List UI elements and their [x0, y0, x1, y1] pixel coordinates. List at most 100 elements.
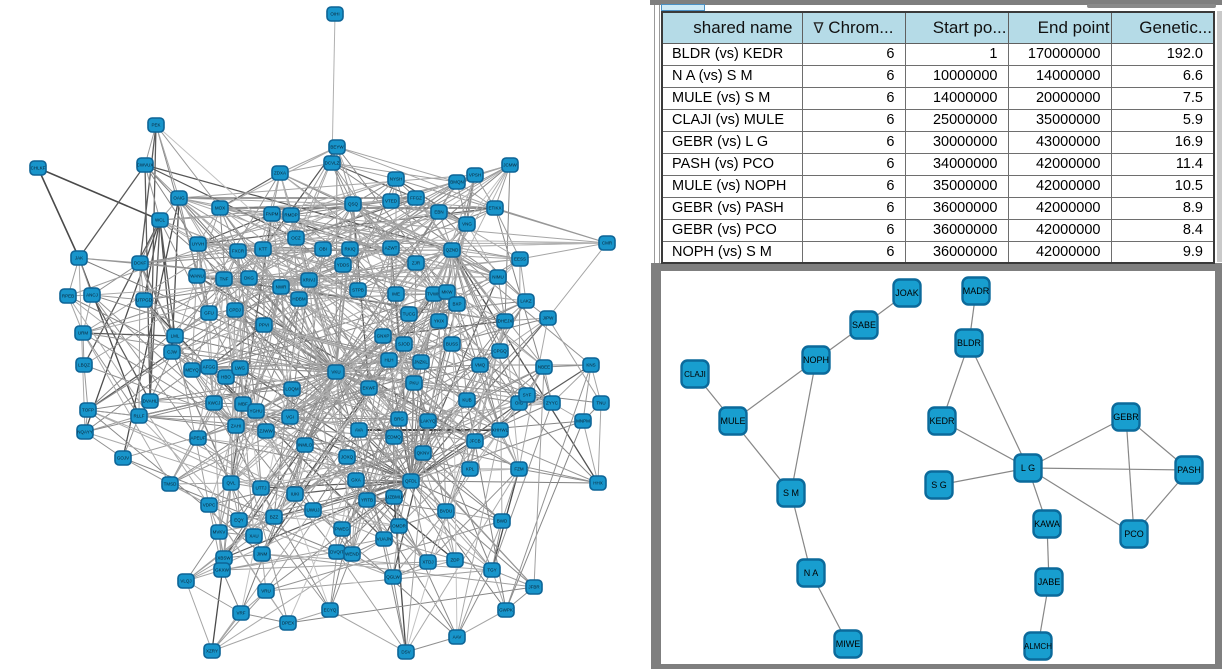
svg-text:XWCJ: XWCJ — [208, 401, 221, 406]
svg-text:RLLF: RLLF — [133, 414, 144, 419]
svg-text:BUSS: BUSS — [446, 342, 458, 347]
svg-text:CMR: CMR — [602, 241, 613, 246]
svg-text:BEYW: BEYW — [330, 145, 344, 150]
svg-text:UTTJ: UTTJ — [256, 486, 267, 491]
svg-text:KEDR: KEDR — [929, 416, 955, 426]
svg-text:TNU: TNU — [596, 401, 605, 406]
svg-text:BVDU: BVDU — [440, 509, 453, 514]
svg-text:VLQJ: VLQJ — [180, 579, 191, 584]
svg-text:GWPK: GWPK — [499, 608, 513, 613]
svg-text:BWD: BWD — [497, 519, 508, 524]
svg-text:L G: L G — [1021, 463, 1035, 473]
svg-text:BMQN: BMQN — [450, 180, 464, 185]
svg-text:DHEJX: DHEJX — [498, 319, 513, 324]
svg-text:MOX: MOX — [215, 206, 225, 211]
svg-text:SYF: SYF — [523, 393, 532, 398]
svg-text:LAKYQ: LAKYQ — [420, 419, 436, 424]
svg-text:AVA: AVA — [355, 428, 363, 433]
svg-text:JFCB: JFCB — [469, 439, 480, 444]
svg-text:ZDP: ZDP — [451, 558, 460, 563]
svg-text:KUB: KUB — [462, 398, 471, 403]
svg-text:QSQ: QSQ — [348, 202, 359, 207]
svg-text:GXA: GXA — [351, 478, 361, 483]
svg-text:MVKV: MVKV — [213, 530, 226, 535]
svg-text:TNF: TNF — [220, 277, 229, 282]
svg-text:RMDP: RMDP — [284, 213, 297, 218]
svg-text:GOJV: GOJV — [117, 456, 129, 461]
svg-text:S M: S M — [783, 488, 799, 498]
svg-text:TUCG: TUCG — [403, 312, 416, 317]
svg-text:DKG: DKG — [244, 276, 254, 281]
svg-text:VRU: VRU — [261, 589, 271, 594]
svg-text:INMLO: INMLO — [298, 443, 313, 448]
svg-text:APEUF: APEUF — [190, 436, 205, 441]
svg-text:N A: N A — [804, 568, 819, 578]
svg-text:AZWT: AZWT — [385, 246, 398, 251]
svg-text:DPEX: DPEX — [282, 621, 294, 626]
svg-text:VPSH: VPSH — [469, 173, 481, 178]
svg-text:QGLW: QGLW — [386, 575, 400, 580]
svg-text:KPL: KPL — [466, 467, 475, 472]
svg-text:FXCR: FXCR — [232, 249, 245, 254]
svg-text:RKIQ: RKIQ — [344, 247, 356, 252]
svg-text:ZYYC: ZYYC — [546, 401, 559, 406]
svg-text:EESS: EESS — [514, 257, 526, 262]
svg-text:JOAK: JOAK — [895, 288, 919, 298]
svg-text:CJW: CJW — [167, 350, 177, 355]
svg-text:DSV: DSV — [401, 650, 410, 655]
svg-text:SJOD: SJOD — [398, 342, 411, 347]
svg-text:OAIG: OAIG — [173, 196, 185, 201]
svg-text:ALMCH: ALMCH — [1024, 642, 1052, 651]
svg-text:WCL: WCL — [155, 218, 165, 223]
svg-text:UZBMU: UZBMU — [386, 495, 402, 500]
svg-text:QKNV: QKNV — [417, 451, 430, 456]
svg-text:RPEB: RPEB — [62, 294, 74, 299]
svg-text:LOQM: LOQM — [285, 387, 299, 392]
svg-text:NYSH: NYSH — [390, 177, 403, 182]
svg-text:KTT: KTT — [259, 247, 268, 252]
svg-text:FNPM: FNPM — [266, 212, 279, 217]
svg-text:OCZ: OCZ — [291, 236, 301, 241]
svg-text:BXP: BXP — [452, 302, 461, 307]
svg-text:JCMW: JCMW — [503, 163, 517, 168]
svg-text:VDPC: VDPC — [203, 503, 216, 508]
svg-text:AAV: AAV — [453, 635, 462, 640]
svg-text:STPB: STPB — [352, 288, 364, 293]
svg-text:BZZ: BZZ — [270, 515, 279, 520]
svg-text:WANU: WANU — [190, 274, 204, 279]
svg-text:PASH: PASH — [1177, 465, 1201, 475]
svg-text:TGY: TGY — [487, 568, 496, 573]
svg-text:YRTB: YRTB — [361, 498, 373, 503]
svg-text:HDBM: HDBM — [292, 297, 306, 302]
svg-text:ETIKX: ETIKX — [488, 206, 501, 211]
svg-text:NBEE: NBEE — [538, 365, 550, 370]
svg-text:VMQ: VMQ — [475, 363, 486, 368]
svg-text:QZND: QZND — [446, 248, 459, 253]
svg-text:MADR: MADR — [963, 286, 990, 296]
svg-text:KNS: KNS — [586, 363, 595, 368]
svg-text:UYVH: UYVH — [192, 242, 205, 247]
svg-text:TVWM: TVWM — [427, 292, 441, 297]
svg-text:XBSW: XBSW — [217, 556, 231, 561]
svg-text:QVL: QVL — [226, 481, 236, 486]
svg-text:CPGQ: CPGQ — [493, 349, 507, 354]
svg-text:OIG: OIG — [515, 401, 524, 406]
svg-text:LBQZ: LBQZ — [78, 363, 90, 368]
svg-text:JAK: JAK — [75, 256, 83, 261]
svg-text:VKU: VKU — [331, 370, 340, 375]
svg-text:YGHU: YGHU — [249, 409, 262, 414]
svg-text:PCO: PCO — [1124, 529, 1144, 539]
svg-text:MNPM: MNPM — [576, 419, 590, 424]
svg-text:ANCJ: ANCJ — [86, 293, 98, 298]
svg-text:JABE: JABE — [1038, 577, 1061, 587]
svg-text:XTDJ: XTDJ — [422, 560, 433, 565]
svg-text:CHLKF: CHLKF — [31, 166, 46, 171]
svg-text:NIMU: NIMU — [492, 275, 504, 280]
svg-text:XZRY: XZRY — [206, 649, 218, 654]
svg-text:ZAHI: ZAHI — [231, 424, 241, 429]
svg-text:HHX: HHX — [593, 481, 603, 486]
svg-text:ZJWW: ZJWW — [259, 429, 273, 434]
svg-text:JIPW: JIPW — [543, 316, 555, 321]
svg-text:UWUJ: UWUJ — [307, 508, 320, 513]
svg-text:JFBR: JFBR — [528, 585, 540, 590]
